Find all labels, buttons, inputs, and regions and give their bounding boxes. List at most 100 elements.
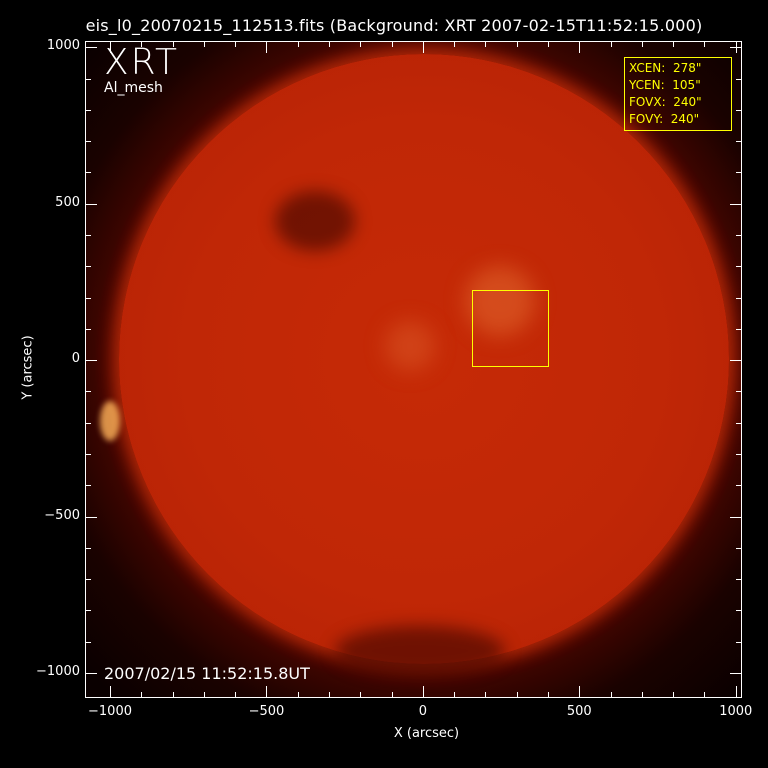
y-tick [85,203,97,205]
x-tick [548,692,550,698]
y-tick [736,485,742,487]
x-tick [673,692,675,698]
x-tick [454,41,456,47]
x-tick [329,41,331,47]
y-tick [85,234,91,236]
y-tick [736,328,742,330]
y-tick [730,47,742,49]
y-tick [730,516,742,518]
x-tick [704,41,706,47]
x-tick-label: 500 [566,704,592,719]
x-tick [360,41,362,47]
x-tick [203,692,205,698]
y-tick [85,610,91,612]
x-tick [203,41,205,47]
y-tick [736,172,742,174]
x-tick [360,692,362,698]
eis-fov-box [472,289,550,367]
active-region [385,321,435,371]
x-tick [391,692,393,698]
xcen-text: XCEN: 278" [629,61,702,75]
x-tick [266,41,268,53]
y-tick [85,328,91,330]
x-tick [485,692,487,698]
x-tick [673,41,675,47]
limb-bright-region [100,401,120,441]
y-tick-label: −500 [44,507,80,523]
y-tick [85,47,97,49]
y-tick [85,391,91,393]
y-tick-label: 1000 [46,38,80,54]
y-tick [85,297,91,299]
y-tick [85,78,91,80]
coronal-hole [275,191,355,251]
x-tick [579,41,581,53]
y-tick [736,641,742,643]
x-tick-label: −1000 [88,704,132,719]
x-tick [422,41,424,53]
x-tick [579,686,581,698]
y-tick [730,360,742,362]
plot-title: eis_l0_20070215_112513.fits (Background:… [85,16,703,35]
solar-image [85,41,742,698]
x-tick [329,692,331,698]
fovy-text: FOVY: 240" [629,112,700,126]
y-tick [730,672,742,674]
x-tick [266,686,268,698]
x-tick [297,41,299,47]
y-tick [736,234,742,236]
y-tick [85,579,91,581]
x-axis-label: X (arcsec) [393,726,460,741]
x-tick [610,41,612,47]
y-tick [85,172,91,174]
x-tick-label: 1000 [719,704,753,719]
y-tick [85,547,91,549]
y-tick [85,672,97,674]
timestamp-label: 2007/02/15 11:52:15.8UT [104,664,310,683]
x-tick-label: −500 [248,704,285,719]
pointing-info-box: XCEN: 278" YCEN: 105" FOVX: 240" FOVY: 2… [624,57,732,131]
x-tick [548,41,550,47]
x-tick [610,692,612,698]
y-tick [736,78,742,80]
ycen-text: YCEN: 105" [629,78,701,92]
y-tick [736,610,742,612]
y-tick [736,422,742,424]
y-tick [736,579,742,581]
x-tick [704,692,706,698]
x-tick [172,692,174,698]
y-tick [85,360,97,362]
x-tick [516,692,518,698]
y-axis-label: Y (arcsec) [20,335,36,400]
x-tick [454,692,456,698]
y-tick [85,141,91,143]
y-tick [736,453,742,455]
x-tick [297,692,299,698]
y-tick [85,516,97,518]
x-tick [391,41,393,47]
instrument-label: XRT [104,42,180,83]
x-tick [235,692,237,698]
y-tick-label: −1000 [36,663,80,679]
x-tick [422,686,424,698]
y-tick [85,109,91,111]
x-tick [641,41,643,47]
x-tick [641,692,643,698]
y-tick [736,266,742,268]
y-tick [85,266,91,268]
coronal-hole [335,626,505,676]
y-tick [730,203,742,205]
fovx-text: FOVX: 240" [629,95,702,109]
y-tick [736,141,742,143]
y-tick [736,297,742,299]
y-tick [85,641,91,643]
y-tick-label: 0 [71,351,80,367]
plot-frame [85,41,742,698]
x-tick [110,686,112,698]
y-tick [736,547,742,549]
y-tick [85,422,91,424]
x-tick [235,41,237,47]
x-tick-label: 0 [418,704,428,719]
x-tick [735,686,737,698]
y-tick [85,453,91,455]
